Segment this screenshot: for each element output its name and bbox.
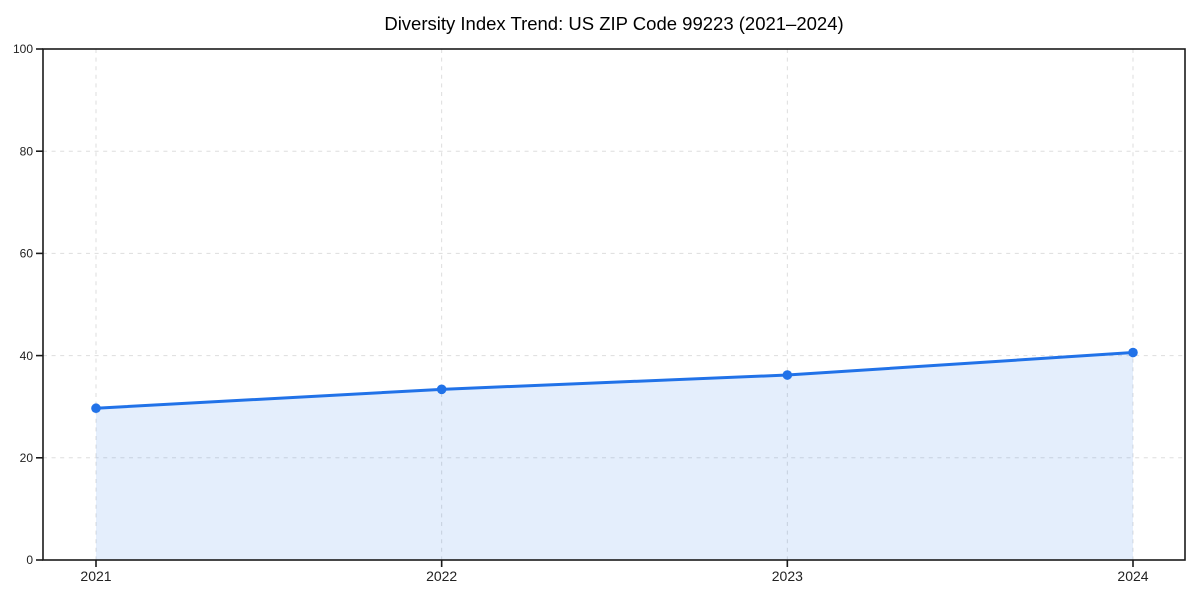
x-tick-label: 2023 [772, 568, 803, 584]
y-tick-label: 100 [13, 42, 33, 56]
data-point-marker [782, 370, 793, 380]
data-point-marker [1128, 347, 1138, 358]
y-tick-label: 60 [20, 247, 34, 261]
x-tick-labels: 2021 2022 2023 2024 [80, 568, 1148, 584]
axis-ticks [36, 48, 1134, 567]
x-tick-label: 2024 [1117, 568, 1148, 584]
data-point-marker [91, 403, 101, 414]
series-line [94, 351, 1135, 410]
x-tick-label: 2022 [426, 568, 457, 584]
y-tick-label: 80 [20, 144, 34, 158]
x-tick-label: 2021 [80, 568, 111, 584]
gridlines [43, 49, 1185, 560]
series-area-fill [96, 352, 1133, 560]
trend-line [94, 351, 1135, 410]
plot-border [42, 48, 1186, 561]
y-tick-label: 40 [20, 349, 34, 363]
y-tick-label: 20 [20, 451, 34, 465]
y-tick-labels: 0 20 40 60 80 100 [13, 42, 33, 567]
y-tick-label: 0 [26, 553, 33, 567]
chart-title: Diversity Index Trend: US ZIP Code 99223… [384, 13, 843, 34]
data-point-marker [436, 384, 447, 395]
area-fill [96, 352, 1133, 560]
data-points [91, 347, 1138, 414]
